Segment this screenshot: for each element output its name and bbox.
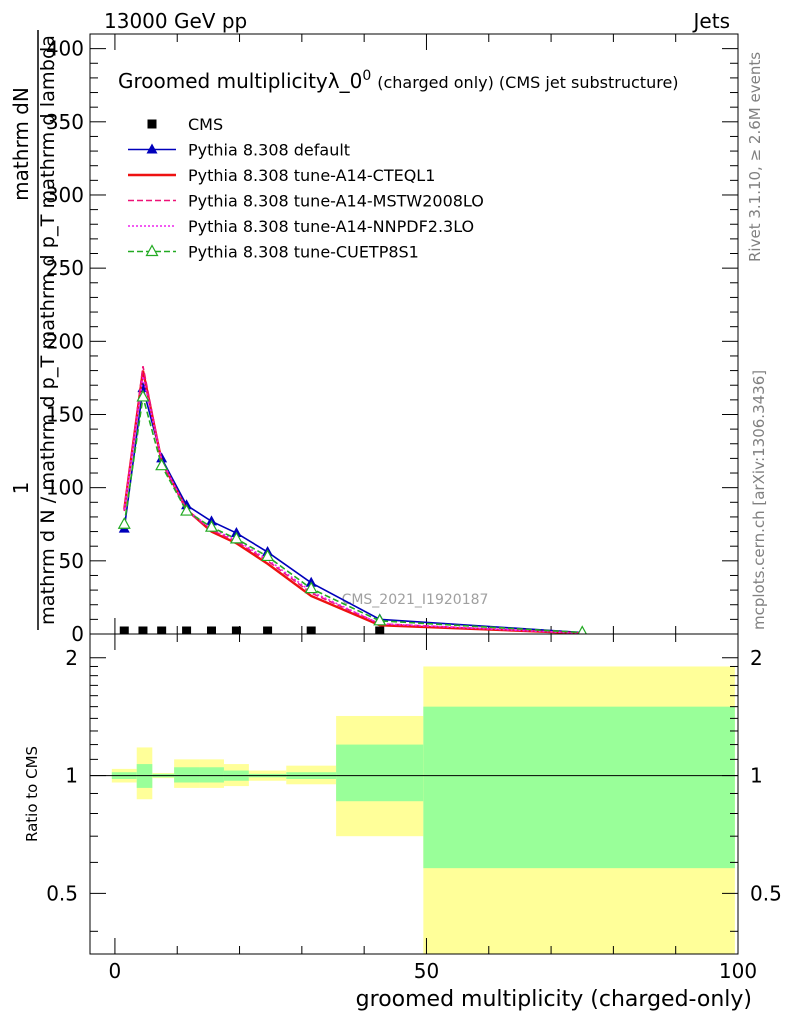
data-point [180,503,194,516]
data-point [231,626,241,634]
mcplots-label: mcplots.cern.ch [arXiv:1306.3436] [750,370,768,630]
main-y-tick-label: 0 [71,622,84,646]
x-tick-label: 0 [109,959,122,983]
data-point [157,626,167,634]
legend-swatch-marker [147,119,157,129]
y-axis-label: 1 mathrm dN mathrm d N / mathrm d p_T ma… [9,30,59,630]
plot-title: Groomed multiplicityλ_00 (charged only) (… [118,68,679,93]
series-line-pythia-8-308-tune-a14-cteql1 [123,370,583,634]
x-tick-label: 100 [719,959,757,983]
header-collision-label: 13000 GeV pp [104,9,247,33]
legend-label: CMS [188,115,223,134]
series-pythia-8-308-tune-cuetp8s1 [117,389,588,634]
data-point [304,581,318,594]
data-point [204,519,219,532]
data-point [261,549,275,562]
legend-entry-pythia-8-308-default: Pythia 8.308 default [128,141,350,160]
ratio-y-tick-label: 1 [65,764,78,788]
main-y-tick-label: 150 [46,402,84,426]
main-axis-ticks: 0 50 100 150 200 250 300 350 400 [46,33,739,646]
ratio-y-axis-label: Ratio to CMS [23,746,41,842]
main-y-tick-label: 50 [59,549,84,573]
header-process-label: Jets [692,9,730,33]
ratio-inner-band [336,744,424,802]
data-point [373,613,387,626]
data-point [155,458,169,471]
data-point [182,626,192,634]
legend-label: Pythia 8.308 tune-A14-NNPDF2.3LO [188,217,474,236]
series-pythia-8-308-tune-a14-cteql1 [123,370,583,634]
main-series-group [117,366,588,634]
y-axis-label-num: mathrm dN [9,87,33,201]
data-point [577,625,588,634]
main-y-tick-label: 100 [46,476,84,500]
main-plot-panel: 0 50 100 150 200 250 300 350 400 CMS_2021_I19201… [9,30,739,646]
legend-entry-pythia-8-308-tune-a14-nnpdf2-3lo: Pythia 8.308 tune-A14-NNPDF2.3LO [128,217,474,236]
watermark-analysis-id: CMS_2021_I1920187 [342,592,489,608]
legend-entry-pythia-8-308-tune-cuetp8s1: Pythia 8.308 tune-CUETP8S1 [128,243,419,262]
series-pythia-8-308-tune-a14-mstw2008lo [123,366,583,634]
ratio-plot-panel: 0.5 0.5 1 1 2 2 0 50 100 Ratio to CMS groomed mu… [23,633,782,1012]
ratio-inner-band [423,706,735,869]
data-point [375,626,385,634]
plot-title-suffix: (charged only) (CMS jet substructure) [377,73,678,92]
data-point [136,389,150,402]
ratio-y-tick-label-right: 2 [750,646,763,670]
data-point [117,516,131,529]
plot-title-main: Groomed multiplicityλ_0 [118,69,362,93]
legend-label: Pythia 8.308 tune-CUETP8S1 [188,243,419,262]
ratio-inner-band [174,767,200,783]
legend: CMS Pythia 8.308 default Pythia 8.308 tune… [128,115,484,262]
series-line-pythia-8-308-tune-a14-nnpdf2-3lo [123,376,583,634]
legend-entry-cms: CMS [147,115,223,134]
series-line-pythia-8-308-tune-a14-mstw2008lo [123,366,583,634]
x-tick-label: 50 [414,959,439,983]
ratio-bands-group [111,666,735,954]
main-y-tick-label: 350 [46,110,84,134]
legend-label: Pythia 8.308 tune-A14-MSTW2008LO [188,192,484,211]
legend-entry-pythia-8-308-tune-a14-mstw2008lo: Pythia 8.308 tune-A14-MSTW2008LO [128,192,484,211]
ratio-y-tick-label-right: 0.5 [750,881,782,905]
legend-label: Pythia 8.308 default [188,141,350,160]
y-axis-label-den: mathrm d N / mathrm d p_T mathrm d p_T m… [37,35,59,625]
ratio-y-tick-label: 2 [65,646,78,670]
data-point [306,626,316,634]
x-axis-label: groomed multiplicity (charged-only) [356,987,752,1012]
data-point [119,626,129,634]
main-y-tick-label: 250 [46,256,84,280]
data-point [263,626,273,634]
ratio-axis-ticks: 0.5 0.5 1 1 2 2 0 50 100 [46,634,782,983]
data-point [207,626,216,634]
legend-swatch-marker [145,244,159,257]
main-y-tick-label: 200 [46,329,84,353]
ratio-inner-band [199,767,224,783]
ratio-y-tick-label-right: 1 [750,764,763,788]
series-cms [119,626,385,634]
main-y-tick-label: 400 [46,37,84,61]
main-y-tick-label: 300 [46,183,84,207]
legend-swatch-marker [146,143,158,154]
legend-entry-pythia-8-308-tune-a14-cteql1: Pythia 8.308 tune-A14-CTEQL1 [128,166,435,185]
rivet-version-label: Rivet 3.1.10, ≥ 2.6M events [746,52,764,262]
plot-title-sup: 0 [362,68,371,84]
data-point [138,626,148,634]
ratio-frame [89,633,739,955]
series-pythia-8-308-tune-a14-nnpdf2-3lo [123,376,583,634]
series-line-pythia-8-308-tune-cuetp8s1 [123,396,583,634]
series-line-pythia-8-308-default [123,387,583,634]
ratio-y-tick-label: 0.5 [46,881,78,905]
legend-label: Pythia 8.308 tune-A14-CTEQL1 [188,166,435,185]
y-axis-label-one: 1 [9,482,33,495]
data-point [229,531,243,544]
